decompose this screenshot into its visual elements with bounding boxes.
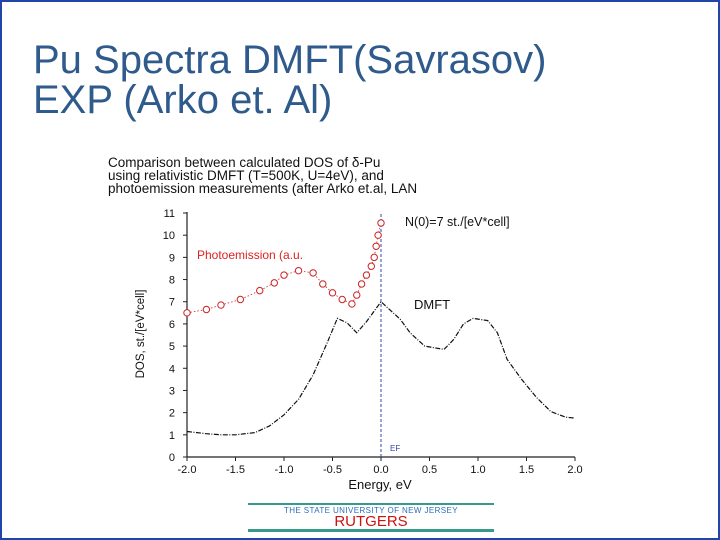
photoemission-point (367, 262, 375, 270)
y-tick-label: 7 (169, 297, 175, 309)
photoemission-point (370, 253, 378, 262)
y-tick-label: 8 (169, 275, 175, 287)
y-ticks: 0 1 2 3 4 5 6 7 8 9 10 11 (163, 208, 187, 464)
y-tick-label: 3 (169, 385, 175, 397)
footer-rule-top (248, 503, 494, 505)
x-tick-label: 1.5 (519, 464, 534, 476)
footer-university: THE STATE UNIVERSITY OF NEW JERSEY (283, 506, 459, 515)
photoemission-point (280, 271, 288, 279)
x-tick-label: 2.0 (567, 464, 582, 476)
footer-rule-bottom (248, 529, 494, 532)
y-tick-label: 9 (169, 252, 175, 264)
slide-title-line-1: Pu Spectra DMFT(Savrasov) (33, 38, 547, 82)
x-tick-label: -2.0 (178, 464, 197, 476)
x-axis-label: Energy, eV (348, 477, 412, 492)
y-tick-label: 2 (169, 408, 175, 420)
photoemission-point (270, 279, 278, 287)
photoemission-point (236, 295, 245, 304)
x-tick-label: 1.0 (470, 464, 485, 476)
photoemission-label: Photoemission (a.u. (197, 248, 303, 262)
photoemission-point (319, 280, 327, 288)
photoemission-point (372, 242, 380, 250)
photoemission-point (377, 219, 385, 227)
chart-caption-line-3: photoemission measurements (after Arko e… (108, 181, 418, 196)
x-tick-label: -0.5 (323, 464, 342, 476)
n0-annotation: N(0)=7 st./[eV*cell] (405, 215, 510, 229)
photoemission-point (202, 305, 211, 314)
photoemission-point (362, 271, 371, 279)
slide-title-line-2: EXP (Arko et. Al) (33, 78, 333, 122)
slide-title: Pu Spectra DMFT(Savrasov) EXP (Arko et. … (33, 40, 546, 120)
ef-label: EF (390, 444, 400, 453)
y-tick-label: 10 (163, 230, 175, 242)
photoemission-point (294, 266, 303, 275)
x-ticks: -2.0 -1.5 -1.0 -0.5 0.0 0.5 1.0 1.5 2.0 (178, 457, 583, 476)
photoemission-point (183, 309, 191, 317)
x-tick-label: 0.5 (422, 464, 437, 476)
x-tick-label: -1.0 (275, 464, 294, 476)
photoemission-series (183, 219, 385, 317)
y-tick-label: 1 (169, 430, 175, 442)
dmft-label: DMFT (414, 297, 450, 312)
y-tick-label: 0 (169, 452, 175, 464)
chart-caption: Comparison between calculated DOS of δ-P… (108, 155, 418, 196)
y-axis-label: DOS, st./[eV*cell] (135, 290, 147, 379)
photoemission-point (353, 291, 361, 299)
y-tick-label: 11 (164, 208, 175, 220)
y-tick-label: 5 (169, 341, 175, 353)
x-tick-label: -1.5 (226, 464, 245, 476)
photoemission-point (328, 289, 337, 297)
photoemission-point (256, 286, 264, 295)
photoemission-point (348, 300, 356, 308)
photoemission-point (374, 231, 382, 239)
chart-caption-line-2: using relativistic DMFT (T=500K, U=4eV),… (108, 168, 384, 183)
y-tick-label: 6 (169, 319, 175, 331)
chart-caption-line-1: Comparison between calculated DOS of δ-P… (108, 155, 381, 170)
dmft-series-line (186, 300, 576, 436)
photoemission-connector (186, 222, 382, 314)
x-tick-label: 0.0 (373, 464, 388, 476)
photoemission-point (357, 280, 366, 288)
photoemission-point (309, 269, 317, 277)
photoemission-point (217, 301, 225, 309)
y-tick-label: 4 (169, 363, 175, 375)
photoemission-point (338, 295, 346, 304)
footer-rutgers: RUTGERS (334, 513, 408, 530)
